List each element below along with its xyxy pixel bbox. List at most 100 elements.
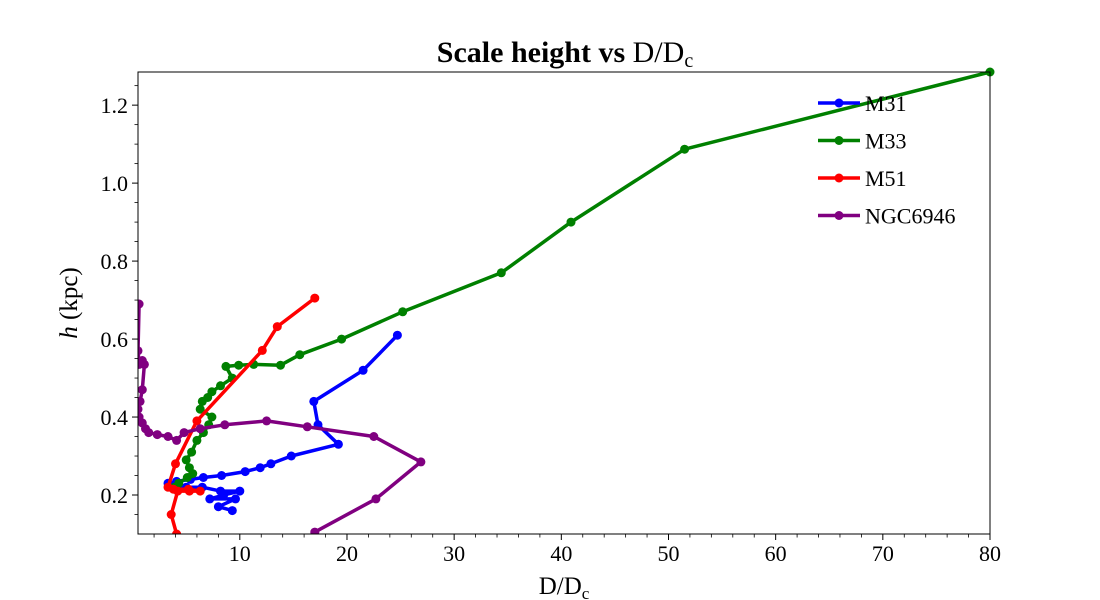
data-point	[276, 360, 285, 370]
data-point	[144, 428, 154, 438]
chart-title-sub: c	[684, 50, 693, 72]
plot-frame	[137, 71, 991, 535]
data-point	[138, 396, 145, 406]
x-tick-label: 60	[765, 541, 787, 566]
data-point	[235, 486, 245, 496]
data-point	[192, 435, 202, 445]
x-tick-label: 40	[550, 541, 572, 566]
data-point	[207, 412, 217, 422]
data-point	[182, 473, 192, 482]
data-point	[198, 473, 208, 482]
legend-label: M31	[865, 91, 907, 116]
data-point	[566, 217, 576, 227]
y-axis-label: h (kpc)	[56, 267, 83, 339]
x-axis-label-sub: c	[582, 584, 590, 600]
y-tick-label: 1.2	[101, 93, 129, 118]
legend-marker	[834, 98, 844, 108]
data-point	[392, 330, 402, 340]
legend-entry-m31: M31	[818, 91, 907, 116]
data-point	[205, 494, 215, 504]
data-point	[221, 361, 231, 371]
y-axis-label-rest: (kpc)	[56, 267, 83, 320]
legend-entry-ngc6946: NGC6946	[818, 204, 955, 229]
data-point	[257, 345, 267, 355]
data-point	[197, 396, 207, 406]
legend-entry-m51: M51	[818, 166, 907, 191]
data-point	[272, 322, 282, 332]
series-line-m51	[166, 296, 316, 534]
legend-marker	[834, 136, 844, 145]
data-point	[172, 435, 182, 445]
data-point	[309, 396, 319, 406]
data-point	[216, 381, 225, 391]
x-tick-label: 50	[657, 541, 679, 566]
legend-label: M33	[865, 129, 907, 154]
data-point	[195, 424, 205, 434]
x-tick-label: 70	[872, 541, 894, 566]
chart-title: Scale height vs D/Dc	[437, 36, 694, 72]
data-point	[496, 268, 506, 278]
y-tick-label: 0.4	[101, 405, 129, 430]
data-point	[220, 420, 230, 430]
data-point	[181, 455, 191, 465]
x-tick-label: 80	[979, 541, 1001, 566]
data-point	[337, 334, 347, 344]
x-tick-label: 30	[443, 541, 465, 566]
series-m33	[169, 67, 995, 492]
legend-label: M51	[865, 166, 907, 191]
data-point	[302, 422, 312, 432]
data-point	[138, 299, 144, 309]
data-point	[398, 307, 408, 317]
data-point	[240, 467, 250, 477]
legend-marker	[834, 173, 844, 183]
legend-entry-m33: M33	[818, 129, 907, 154]
y-tick-label: 0.6	[101, 327, 129, 352]
data-point	[358, 365, 368, 375]
y-tick-label: 0.2	[101, 483, 129, 508]
data-point	[310, 527, 320, 534]
data-point	[152, 430, 162, 440]
data-point	[172, 529, 182, 534]
data-point	[680, 144, 690, 154]
data-point	[416, 457, 426, 467]
legend-label: NGC6946	[865, 204, 955, 229]
series-m51	[163, 293, 320, 534]
data-point	[333, 439, 343, 449]
x-tick-label: 20	[336, 541, 358, 566]
data-point	[195, 404, 205, 414]
data-point	[192, 416, 202, 426]
data-point	[217, 471, 227, 480]
data-point	[295, 350, 305, 360]
x-axis-label-main: D/D	[539, 573, 582, 600]
data-point	[166, 510, 176, 519]
data-point	[163, 432, 173, 441]
chart-title-main: D/D	[633, 36, 685, 69]
x-axis-label: D/Dc	[539, 573, 590, 600]
data-point	[369, 432, 379, 441]
data-point	[262, 416, 272, 426]
series-ngc6946	[138, 299, 426, 534]
legend: M31 M33 M51 NGC6946	[818, 91, 955, 229]
axes-layer: 10 20 30 40 50 60 70 80 0.2 0.4 0.6 0.8 1.0 1.2	[101, 85, 1001, 566]
data-point	[266, 459, 276, 469]
y-tick-label: 1.0	[101, 171, 129, 196]
data-point	[179, 428, 189, 438]
data-point	[371, 494, 381, 504]
data-point	[219, 490, 229, 500]
data-point	[227, 506, 237, 516]
data-point	[184, 486, 194, 496]
data-point	[195, 486, 205, 496]
data-point	[310, 293, 320, 303]
x-tick-label: 10	[229, 541, 251, 566]
data-point	[187, 447, 197, 457]
data-point	[286, 451, 296, 461]
data-point	[255, 463, 265, 473]
data-point	[139, 359, 149, 369]
data-point	[173, 486, 183, 496]
legend-marker	[834, 211, 844, 220]
data-point	[138, 346, 143, 356]
y-axis-label-italic: h	[56, 326, 83, 339]
data-point	[138, 385, 147, 395]
chart-title-bold: Scale height vs	[437, 36, 625, 69]
series-layer	[138, 67, 995, 534]
